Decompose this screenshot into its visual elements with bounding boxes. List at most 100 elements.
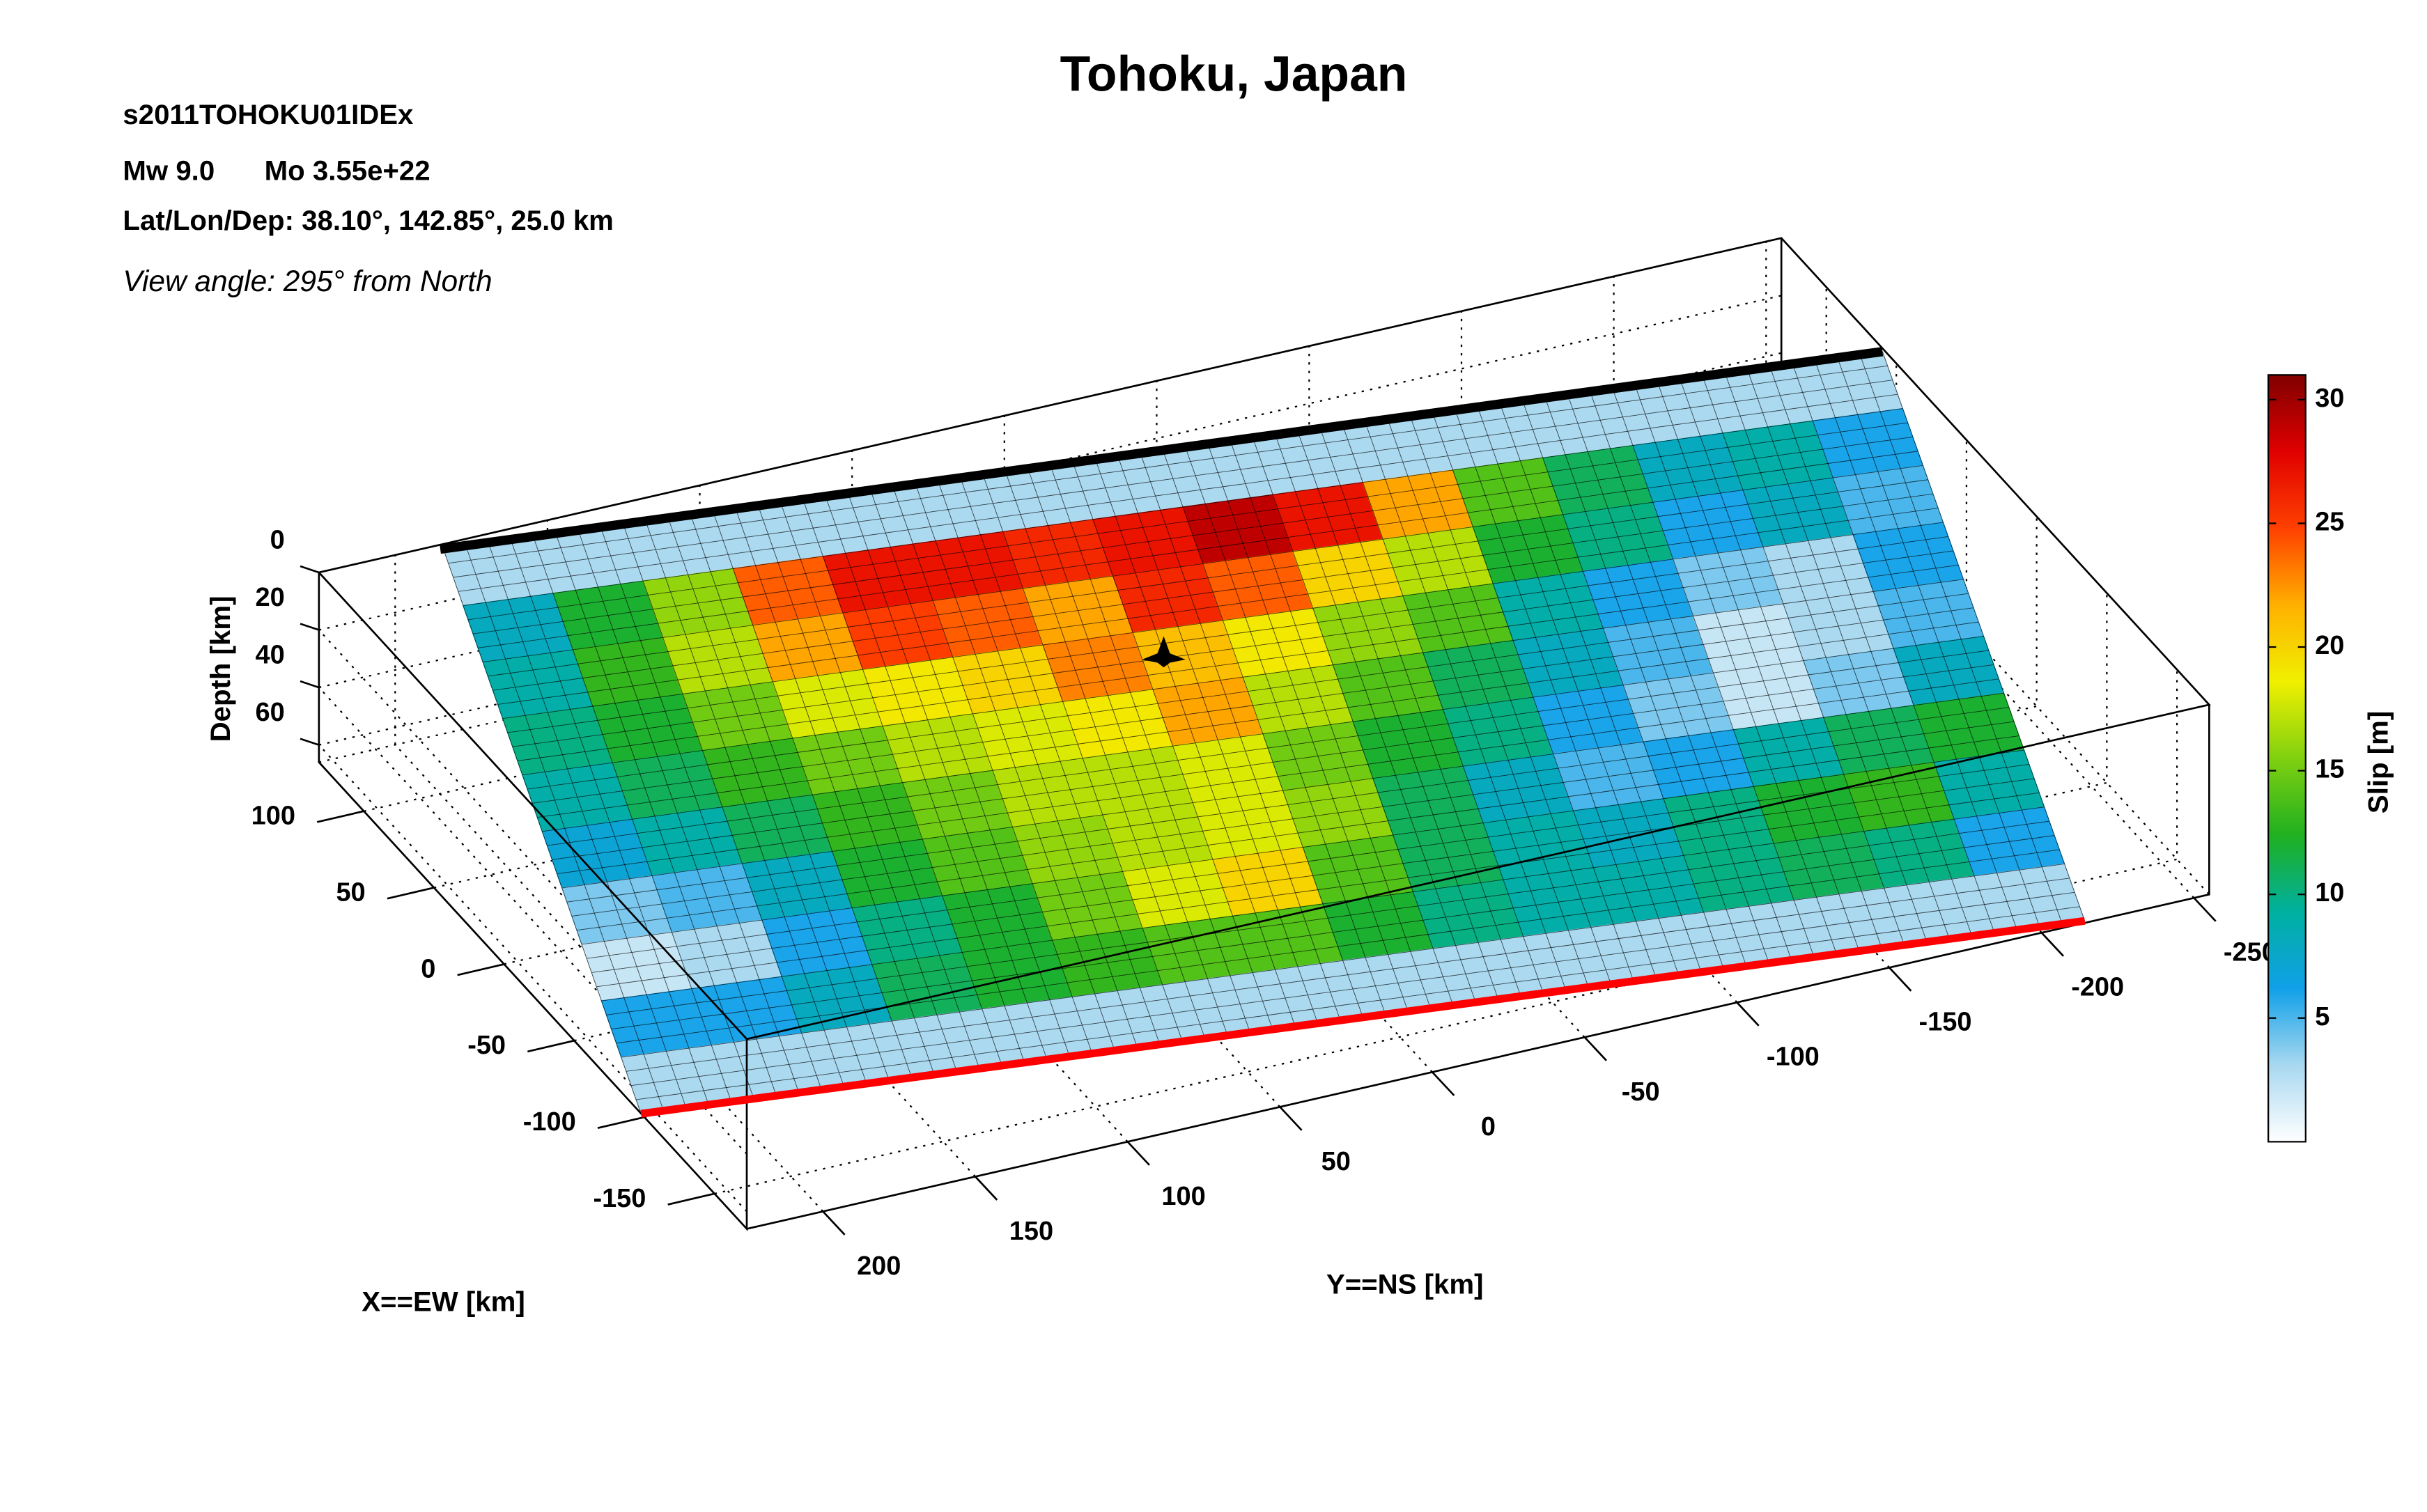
y-tick-label: 150	[1009, 1217, 1053, 1246]
mesh-line	[1815, 360, 2017, 930]
mesh-line	[1455, 410, 1657, 979]
colorbar-tick-label: 20	[2315, 631, 2344, 660]
y-tick	[1126, 1141, 1150, 1166]
x-tick	[597, 1116, 645, 1130]
y-tick	[1736, 1001, 1760, 1027]
mesh-line	[690, 515, 890, 1081]
mesh-line	[757, 506, 957, 1072]
mesh-line	[1567, 394, 1769, 963]
colorbar	[2267, 374, 2306, 1143]
colorbar-tick-label: 30	[2315, 384, 2344, 413]
mesh-line	[1297, 431, 1499, 999]
mesh-line	[577, 530, 777, 1096]
y-tick-label: -200	[2071, 973, 2124, 1002]
grid-line	[714, 669, 2178, 1195]
box-edge	[318, 572, 748, 1231]
mesh-line	[825, 496, 1025, 1063]
grid-line	[504, 439, 1968, 965]
x-tick	[527, 1039, 575, 1053]
mesh-line	[1365, 422, 1567, 990]
colorbar-tick-label: 5	[2315, 1002, 2329, 1031]
mesh-line	[1882, 351, 2086, 921]
x-axis-label: X==EW [km]	[362, 1286, 525, 1317]
mesh-line	[1859, 354, 2063, 924]
colorbar-tick-label: 25	[2315, 507, 2344, 536]
moment: Mo 3.55e+22	[265, 155, 431, 187]
x-tick	[457, 963, 504, 976]
mesh-line	[1117, 456, 1319, 1024]
y-tick-label: 200	[857, 1252, 901, 1281]
y-tick-label: 100	[1161, 1182, 1205, 1211]
x-tick	[387, 887, 435, 900]
x-tick	[667, 1192, 715, 1206]
mesh-line	[443, 549, 642, 1114]
z-tick	[300, 680, 320, 689]
mesh-line	[1410, 416, 1612, 985]
y-tick	[1583, 1036, 1607, 1061]
mesh-line	[1657, 382, 1860, 951]
mesh-line	[1590, 391, 1792, 960]
mesh-line	[1724, 373, 1928, 942]
mesh-line	[1028, 469, 1228, 1036]
mesh-line	[1275, 435, 1476, 1003]
mesh-line	[713, 512, 913, 1078]
grid-line	[364, 287, 1827, 812]
x-tick-label: -150	[593, 1184, 646, 1213]
x-tick-label: 50	[336, 878, 365, 907]
colorbar-tick-label: 15	[2315, 755, 2344, 784]
y-tick-label: 50	[1321, 1147, 1351, 1176]
z-tick-label: 0	[270, 525, 285, 554]
z-axis-label: Depth [km]	[205, 595, 236, 742]
mesh-line	[1230, 441, 1431, 1008]
mesh-line	[1792, 364, 1995, 933]
mesh-line	[848, 493, 1048, 1060]
mesh-line	[915, 484, 1115, 1051]
y-tick	[2040, 932, 2065, 957]
box-edge	[746, 704, 2210, 1230]
x-tick-label: 0	[421, 954, 435, 983]
box-front: 200150100500-50-100-150-200-250100500-50…	[251, 237, 2344, 1281]
mesh-line	[780, 502, 980, 1069]
mesh-line	[1612, 388, 1815, 958]
mesh-line	[1477, 407, 1680, 976]
mesh-line	[938, 481, 1138, 1048]
event-id: s2011TOHOKU01IDEx	[123, 99, 414, 130]
mesh-line	[488, 543, 687, 1108]
mesh-line	[802, 499, 1002, 1066]
mesh-line	[1432, 413, 1634, 981]
mesh-line	[1072, 462, 1273, 1030]
z-tick-label: 20	[255, 583, 284, 612]
mesh-line	[533, 536, 732, 1102]
mesh-line	[1253, 437, 1454, 1006]
mesh-line	[960, 478, 1161, 1045]
y-tick	[822, 1210, 846, 1236]
mesh-line	[892, 487, 1093, 1054]
mesh-line	[1680, 379, 1882, 949]
bottom-edge-line	[640, 917, 2086, 1118]
y-tick-label: -100	[1767, 1043, 1820, 1072]
mesh-line	[465, 545, 664, 1111]
y-tick	[1889, 967, 1912, 992]
x-tick-label: -100	[523, 1107, 576, 1137]
mesh-line	[1185, 447, 1386, 1015]
slip-surface	[442, 351, 2086, 1114]
mesh-line	[735, 508, 935, 1075]
mesh-line	[555, 533, 754, 1099]
mesh-line	[667, 518, 867, 1084]
mesh-line	[600, 527, 800, 1093]
x-tick	[316, 810, 364, 823]
hypocenter	[1142, 636, 1186, 668]
y-tick	[1279, 1106, 1303, 1131]
y-tick	[1432, 1071, 1455, 1096]
colorbar-label: Slip [m]	[2363, 711, 2394, 813]
z-tick	[300, 565, 320, 574]
mesh-line	[1837, 357, 2040, 928]
mesh-line	[1522, 400, 1724, 969]
mesh-line	[1162, 450, 1363, 1018]
mesh-line	[1500, 404, 1702, 972]
mesh-line	[1140, 453, 1341, 1021]
mesh-line	[870, 490, 1070, 1057]
x-tick-label: 100	[251, 802, 295, 831]
